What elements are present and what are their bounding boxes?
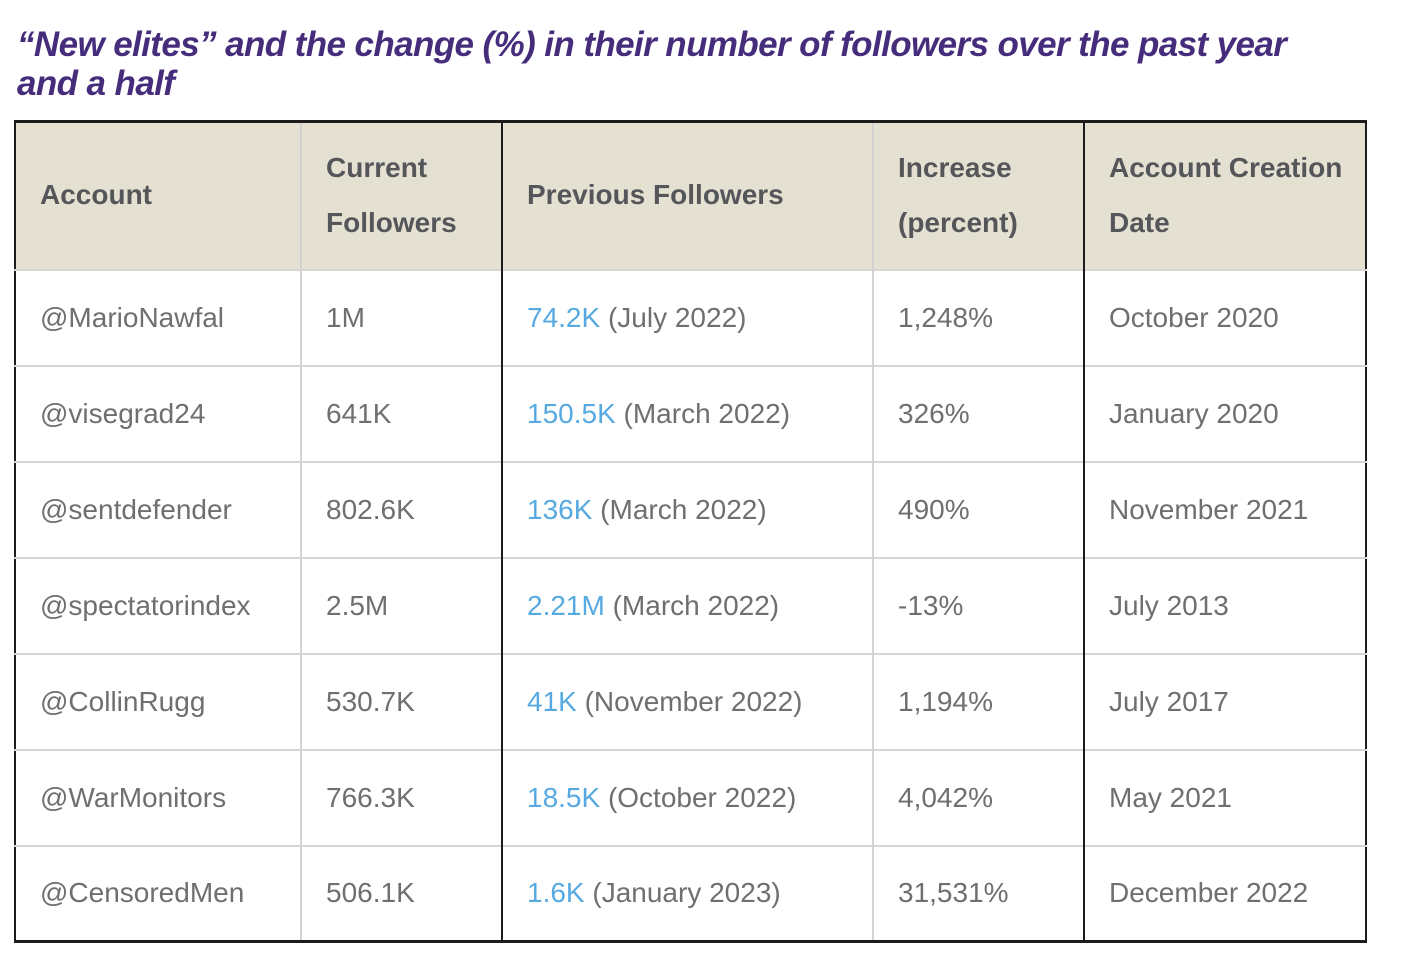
previous-followers-date: (July 2022): [600, 301, 747, 333]
increase-percent-value: -13%: [898, 589, 964, 621]
table-row: @CollinRugg 530.7K 41K (November 2022) 1…: [15, 652, 1366, 750]
cell-creation-date: July 2013: [1083, 556, 1366, 654]
cell-increase-percent: 490%: [872, 460, 1084, 558]
cell-increase-percent: 326%: [872, 364, 1084, 462]
increase-percent-value: 31,531%: [898, 877, 1009, 909]
table-row: @sentdefender 802.6K 136K (March 2022) 4…: [15, 460, 1366, 558]
previous-followers-link[interactable]: 18.5K: [527, 781, 601, 813]
column-header-previous-followers: Previous Followers: [501, 121, 873, 270]
increase-percent-value: 1,194%: [898, 685, 993, 717]
cell-account: @visegrad24: [15, 364, 301, 462]
cell-increase-percent: 1,248%: [872, 268, 1084, 366]
account-handle: @visegrad24: [40, 397, 206, 429]
previous-followers-link[interactable]: 74.2K: [527, 301, 601, 333]
cell-current-followers: 641K: [300, 364, 502, 462]
cell-account: @CollinRugg: [15, 652, 301, 750]
current-followers-value: 506.1K: [326, 877, 415, 909]
creation-date-value: May 2021: [1109, 781, 1232, 813]
creation-date-value: December 2022: [1109, 877, 1309, 909]
column-header-account: Account: [15, 121, 301, 270]
previous-followers-date: (March 2022): [615, 397, 791, 429]
cell-previous-followers: 18.5K (October 2022): [501, 748, 873, 846]
followers-table: Account Current Followers Previous Follo…: [14, 120, 1367, 943]
cell-increase-percent: 1,194%: [872, 652, 1084, 750]
cell-account: @spectatorindex: [15, 556, 301, 654]
table-header-row: Account Current Followers Previous Follo…: [15, 121, 1366, 270]
column-header-account-creation-date: Account Creation Date: [1083, 121, 1366, 270]
current-followers-value: 530.7K: [326, 685, 415, 717]
table-row: @MarioNawfal 1M 74.2K (July 2022) 1,248%…: [15, 268, 1366, 366]
cell-increase-percent: 4,042%: [872, 748, 1084, 846]
table-header: Account Current Followers Previous Follo…: [15, 121, 1366, 270]
column-header-current-followers: Current Followers: [300, 121, 502, 270]
previous-followers-link[interactable]: 1.6K: [527, 877, 585, 909]
cell-account: @WarMonitors: [15, 748, 301, 846]
page-title: “New elites” and the change (%) in their…: [17, 25, 1287, 103]
table-row: @CensoredMen 506.1K 1.6K (January 2023) …: [15, 844, 1366, 942]
previous-followers-link[interactable]: 150.5K: [527, 397, 616, 429]
previous-followers-date: (March 2022): [604, 589, 780, 621]
account-handle: @CollinRugg: [40, 685, 206, 717]
creation-date-value: November 2021: [1109, 493, 1309, 525]
cell-account: @sentdefender: [15, 460, 301, 558]
cell-previous-followers: 2.21M (March 2022): [501, 556, 873, 654]
creation-date-value: July 2017: [1109, 685, 1229, 717]
cell-increase-percent: 31,531%: [872, 844, 1084, 942]
cell-previous-followers: 136K (March 2022): [501, 460, 873, 558]
previous-followers-date: (March 2022): [592, 493, 767, 525]
creation-date-value: October 2020: [1109, 301, 1279, 333]
cell-current-followers: 530.7K: [300, 652, 502, 750]
previous-followers-link[interactable]: 136K: [527, 493, 593, 525]
increase-percent-value: 490%: [898, 493, 970, 525]
current-followers-value: 2.5M: [326, 589, 389, 621]
account-handle: @MarioNawfal: [40, 301, 225, 333]
previous-followers-link[interactable]: 2.21M: [527, 589, 605, 621]
previous-followers-date: (October 2022): [600, 781, 797, 813]
cell-current-followers: 506.1K: [300, 844, 502, 942]
cell-creation-date: November 2021: [1083, 460, 1366, 558]
cell-current-followers: 766.3K: [300, 748, 502, 846]
previous-followers-date: (January 2023): [584, 877, 781, 909]
column-header-increase-percent: Increase (percent): [872, 121, 1084, 270]
account-handle: @CensoredMen: [40, 877, 245, 909]
increase-percent-value: 4,042%: [898, 781, 993, 813]
current-followers-value: 1M: [326, 301, 365, 333]
cell-account: @CensoredMen: [15, 844, 301, 942]
cell-current-followers: 802.6K: [300, 460, 502, 558]
previous-followers-link[interactable]: 41K: [527, 685, 577, 717]
table-row: @visegrad24 641K 150.5K (March 2022) 326…: [15, 364, 1366, 462]
cell-previous-followers: 41K (November 2022): [501, 652, 873, 750]
cell-creation-date: December 2022: [1083, 844, 1366, 942]
current-followers-value: 802.6K: [326, 493, 415, 525]
account-handle: @sentdefender: [40, 493, 232, 525]
cell-increase-percent: -13%: [872, 556, 1084, 654]
cell-previous-followers: 74.2K (July 2022): [501, 268, 873, 366]
cell-previous-followers: 150.5K (March 2022): [501, 364, 873, 462]
cell-account: @MarioNawfal: [15, 268, 301, 366]
table-row: @spectatorindex 2.5M 2.21M (March 2022) …: [15, 556, 1366, 654]
previous-followers-date: (November 2022): [576, 685, 803, 717]
current-followers-value: 766.3K: [326, 781, 415, 813]
current-followers-value: 641K: [326, 397, 392, 429]
table-row: @WarMonitors 766.3K 18.5K (October 2022)…: [15, 748, 1366, 846]
cell-current-followers: 1M: [300, 268, 502, 366]
account-handle: @WarMonitors: [40, 781, 227, 813]
cell-creation-date: May 2021: [1083, 748, 1366, 846]
creation-date-value: January 2020: [1109, 397, 1279, 429]
cell-creation-date: January 2020: [1083, 364, 1366, 462]
creation-date-value: July 2013: [1109, 589, 1229, 621]
table-body: @MarioNawfal 1M 74.2K (July 2022) 1,248%…: [15, 268, 1366, 942]
cell-current-followers: 2.5M: [300, 556, 502, 654]
cell-previous-followers: 1.6K (January 2023): [501, 844, 873, 942]
cell-creation-date: October 2020: [1083, 268, 1366, 366]
cell-creation-date: July 2017: [1083, 652, 1366, 750]
account-handle: @spectatorindex: [40, 589, 251, 621]
increase-percent-value: 326%: [898, 397, 970, 429]
increase-percent-value: 1,248%: [898, 301, 993, 333]
